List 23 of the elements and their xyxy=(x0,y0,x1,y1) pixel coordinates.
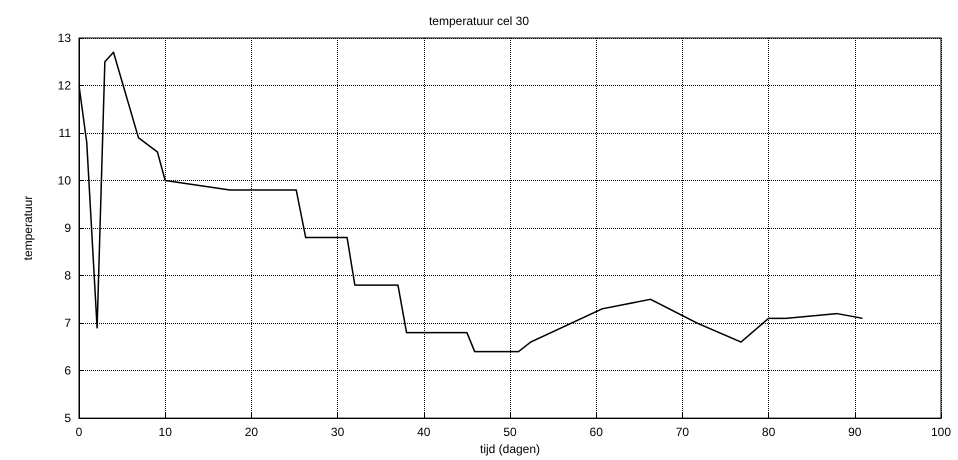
y-tick-label: 5 xyxy=(64,411,72,426)
x-tick-label: 0 xyxy=(76,425,83,440)
y-tick-label: 8 xyxy=(64,268,72,283)
y-tick-label: 11 xyxy=(58,126,72,140)
y-tick-label: 10 xyxy=(58,174,72,188)
y-tick-label: 12 xyxy=(58,78,72,93)
x-tick-label: 60 xyxy=(590,425,604,440)
y-tick-label: 6 xyxy=(64,364,72,378)
x-tick-label: 40 xyxy=(417,425,431,440)
chart-title: temperatuur cel 30 xyxy=(428,14,530,28)
x-tick-label: 70 xyxy=(676,425,690,440)
x-axis-title: tijd (dagen) xyxy=(480,442,540,456)
y-tick-label: 9 xyxy=(64,221,72,236)
x-tick-label: 80 xyxy=(762,425,776,440)
x-tick-label: 90 xyxy=(848,425,862,440)
y-tick-label: 7 xyxy=(64,316,72,330)
x-tick-label: 10 xyxy=(158,425,172,440)
y-axis-title: temperatuur xyxy=(21,196,35,260)
x-tick-label: 30 xyxy=(330,425,345,440)
x-tick-label: 100 xyxy=(930,425,952,440)
x-tick-label: 50 xyxy=(503,425,517,440)
x-tick-label: 20 xyxy=(244,425,258,440)
y-tick-label: 13 xyxy=(58,31,72,45)
